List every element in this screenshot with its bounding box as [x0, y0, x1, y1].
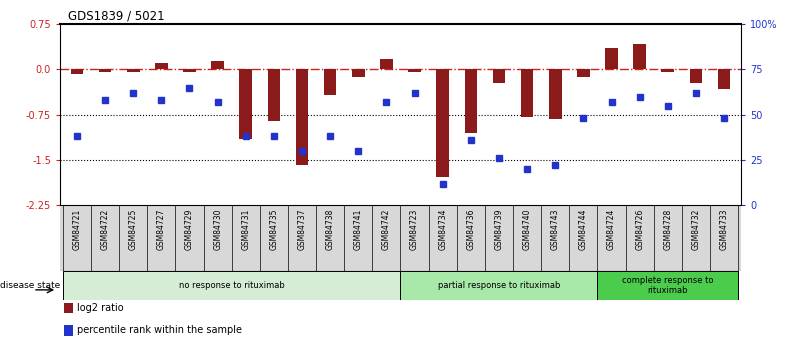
Bar	[718, 69, 731, 89]
Text: GSM84742: GSM84742	[382, 208, 391, 250]
Text: partial response to rituximab: partial response to rituximab	[438, 281, 560, 290]
Text: GSM84721: GSM84721	[72, 208, 82, 250]
Text: GSM84738: GSM84738	[326, 208, 335, 250]
Text: GSM84727: GSM84727	[157, 208, 166, 250]
Bar	[690, 69, 702, 83]
Bar	[493, 69, 505, 83]
Bar	[64, 325, 73, 336]
Bar	[183, 69, 195, 72]
Bar	[239, 69, 252, 139]
Bar	[99, 69, 111, 72]
Bar	[296, 69, 308, 165]
Bar	[549, 69, 562, 119]
Text: GSM84744: GSM84744	[579, 208, 588, 250]
Text: GSM84741: GSM84741	[354, 208, 363, 250]
Text: log2 ratio: log2 ratio	[77, 303, 123, 313]
Text: GSM84728: GSM84728	[663, 208, 672, 250]
Text: GSM84740: GSM84740	[522, 208, 532, 250]
Bar	[634, 44, 646, 69]
Text: GSM84724: GSM84724	[607, 208, 616, 250]
Bar	[409, 69, 421, 72]
Text: GSM84734: GSM84734	[438, 208, 447, 250]
Text: GSM84737: GSM84737	[297, 208, 307, 250]
Bar	[437, 69, 449, 177]
Text: GSM84729: GSM84729	[185, 208, 194, 250]
Text: GSM84725: GSM84725	[129, 208, 138, 250]
Text: GSM84723: GSM84723	[410, 208, 419, 250]
Text: percentile rank within the sample: percentile rank within the sample	[77, 325, 242, 335]
Text: disease state: disease state	[0, 281, 60, 290]
Bar	[268, 69, 280, 121]
Bar	[127, 69, 139, 72]
Bar	[352, 69, 364, 77]
Bar	[598, 271, 738, 300]
Bar	[211, 61, 224, 69]
Text: GSM84732: GSM84732	[691, 208, 700, 250]
Text: GSM84736: GSM84736	[466, 208, 475, 250]
Bar	[70, 69, 83, 73]
Bar	[606, 48, 618, 69]
Text: GSM84733: GSM84733	[719, 208, 729, 250]
Text: GSM84722: GSM84722	[101, 208, 110, 250]
Text: GSM84730: GSM84730	[213, 208, 222, 250]
Text: complete response to
rituximab: complete response to rituximab	[622, 276, 714, 295]
Text: GSM84739: GSM84739	[494, 208, 504, 250]
Text: GSM84731: GSM84731	[241, 208, 250, 250]
Text: GDS1839 / 5021: GDS1839 / 5021	[68, 9, 165, 22]
Text: GSM84735: GSM84735	[269, 208, 279, 250]
Text: GSM84726: GSM84726	[635, 208, 644, 250]
Bar	[63, 271, 400, 300]
Bar	[662, 69, 674, 72]
Bar	[400, 271, 598, 300]
Bar	[465, 69, 477, 133]
Text: GSM84743: GSM84743	[551, 208, 560, 250]
Bar	[521, 69, 533, 117]
Text: no response to rituximab: no response to rituximab	[179, 281, 284, 290]
Bar	[155, 63, 167, 69]
Bar	[577, 69, 590, 77]
Bar	[64, 303, 73, 313]
Bar	[380, 59, 392, 69]
Bar	[324, 69, 336, 95]
